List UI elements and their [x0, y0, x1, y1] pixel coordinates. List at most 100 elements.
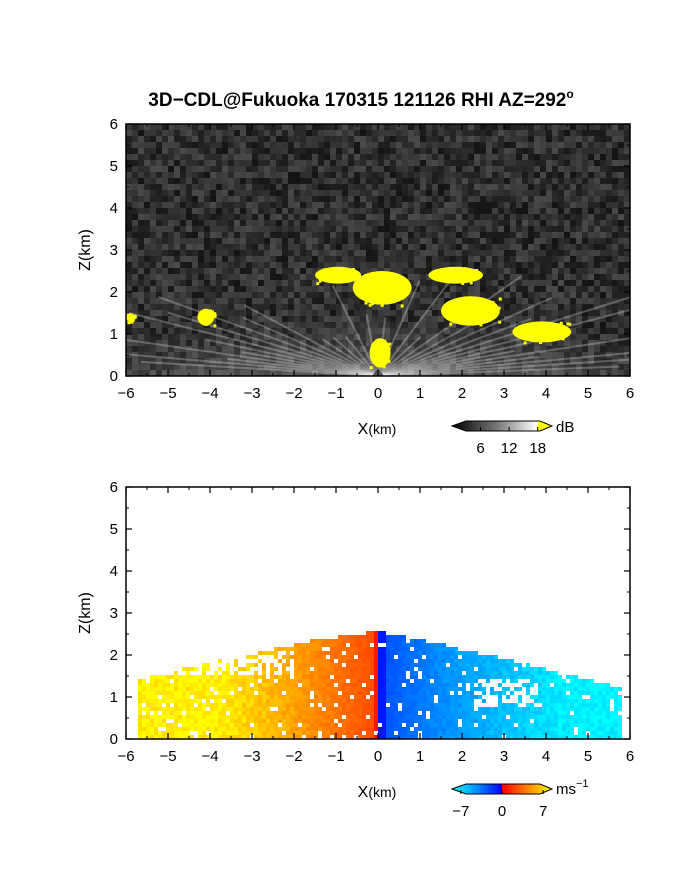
- velocity-pixel: [458, 671, 462, 675]
- velocity-pixel: [562, 679, 566, 683]
- noise-pixel: [480, 190, 486, 196]
- noise-pixel: [360, 172, 366, 178]
- velocity-pixel: [502, 679, 506, 683]
- velocity-pixel: [366, 663, 370, 667]
- velocity-pixel: [410, 655, 414, 659]
- noise-pixel: [246, 202, 252, 208]
- noise-pixel: [396, 202, 402, 208]
- noise-pixel: [618, 172, 624, 178]
- noise-pixel: [234, 274, 240, 280]
- noise-pixel: [312, 208, 318, 214]
- noise-pixel: [588, 286, 594, 292]
- velocity-pixel: [158, 679, 162, 683]
- noise-pixel: [330, 226, 336, 232]
- velocity-pixel: [258, 675, 262, 679]
- velocity-pixel: [470, 679, 474, 683]
- velocity-pixel: [210, 679, 214, 683]
- noise-pixel: [582, 196, 588, 202]
- velocity-pixel: [422, 647, 426, 651]
- noise-pixel: [600, 214, 606, 220]
- velocity-pixel: [510, 691, 514, 695]
- noise-pixel: [504, 154, 510, 160]
- velocity-pixel: [382, 691, 386, 695]
- noise-pixel: [138, 136, 144, 142]
- noise-pixel: [534, 154, 540, 160]
- velocity-pixel: [254, 687, 258, 691]
- velocity-pixel: [270, 699, 274, 703]
- velocity-pixel: [350, 687, 354, 691]
- noise-pixel: [174, 166, 180, 172]
- noise-pixel: [348, 256, 354, 262]
- velocity-pixel: [226, 663, 230, 667]
- noise-pixel: [402, 208, 408, 214]
- velocity-pixel: [350, 663, 354, 667]
- velocity-pixel: [470, 651, 474, 655]
- velocity-pixel: [342, 635, 346, 639]
- noise-pixel: [198, 172, 204, 178]
- noise-pixel: [300, 178, 306, 184]
- noise-pixel: [564, 142, 570, 148]
- noise-pixel: [546, 130, 552, 136]
- noise-pixel: [258, 196, 264, 202]
- noise-pixel: [468, 250, 474, 256]
- noise-pixel: [264, 244, 270, 250]
- noise-pixel: [168, 148, 174, 154]
- velocity-pixel: [506, 671, 510, 675]
- velocity-pixel: [206, 687, 210, 691]
- noise-pixel: [222, 196, 228, 202]
- noise-pixel: [276, 184, 282, 190]
- velocity-pixel: [442, 651, 446, 655]
- echo-speckle: [398, 289, 402, 293]
- noise-pixel: [492, 232, 498, 238]
- noise-pixel: [414, 136, 420, 142]
- noise-pixel: [618, 214, 624, 220]
- noise-pixel: [582, 262, 588, 268]
- velocity-pixel: [562, 695, 566, 699]
- noise-pixel: [276, 244, 282, 250]
- velocity-pixel: [282, 679, 286, 683]
- echo-speckle: [208, 309, 212, 313]
- noise-pixel: [336, 208, 342, 214]
- noise-pixel: [492, 136, 498, 142]
- noise-pixel: [594, 196, 600, 202]
- echo-speckle: [129, 320, 133, 324]
- noise-pixel: [534, 178, 540, 184]
- velocity-pixel: [318, 667, 322, 671]
- velocity-pixel: [434, 663, 438, 667]
- noise-pixel: [348, 232, 354, 238]
- velocity-pixel: [342, 639, 346, 643]
- echo-speckle: [213, 312, 217, 316]
- velocity-pixel: [338, 695, 342, 699]
- velocity-pixel: [246, 683, 250, 687]
- velocity-pixel: [462, 663, 466, 667]
- velocity-pixel: [450, 663, 454, 667]
- noise-pixel: [294, 202, 300, 208]
- noise-pixel: [138, 268, 144, 274]
- velocity-pixel: [506, 659, 510, 663]
- velocity-pixel: [546, 671, 550, 675]
- noise-pixel: [162, 148, 168, 154]
- noise-pixel: [534, 166, 540, 172]
- noise-pixel: [564, 136, 570, 142]
- velocity-pixel: [362, 659, 366, 663]
- noise-pixel: [540, 220, 546, 226]
- noise-pixel: [558, 142, 564, 148]
- noise-pixel: [150, 160, 156, 166]
- echo-speckle: [498, 320, 502, 324]
- noise-pixel: [456, 190, 462, 196]
- noise-pixel: [306, 232, 312, 238]
- velocity-pixel: [186, 675, 190, 679]
- noise-pixel: [528, 274, 534, 280]
- noise-pixel: [438, 244, 444, 250]
- noise-pixel: [570, 124, 576, 130]
- noise-pixel: [318, 160, 324, 166]
- velocity-pixel: [358, 699, 362, 703]
- velocity-pixel: [182, 667, 186, 671]
- noise-pixel: [384, 178, 390, 184]
- velocity-pixel: [218, 695, 222, 699]
- noise-pixel: [264, 214, 270, 220]
- noise-pixel: [504, 250, 510, 256]
- noise-pixel: [156, 136, 162, 142]
- velocity-pixel: [422, 671, 426, 675]
- noise-pixel: [618, 160, 624, 166]
